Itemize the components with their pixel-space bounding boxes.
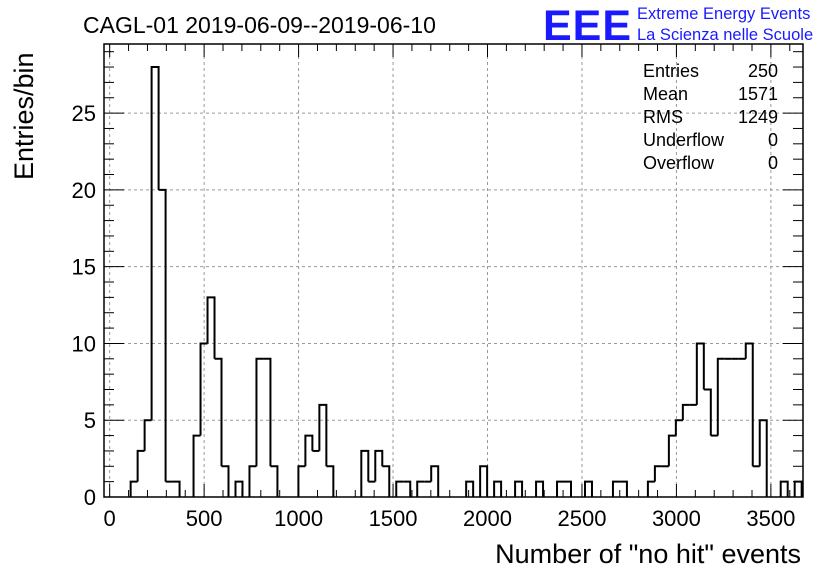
- histogram-bin: [255, 357, 264, 467]
- y-tick-label: 20: [72, 178, 96, 203]
- x-tick-label: 500: [186, 506, 223, 531]
- histogram-bin: [465, 480, 475, 497]
- chart-title: CAGL-01 2019-06-09--2019-06-10: [83, 12, 436, 38]
- histogram-bin: [744, 342, 754, 467]
- plot-frame: [103, 43, 804, 498]
- histogram-bin: [479, 465, 489, 497]
- histogram-bin: [514, 480, 524, 497]
- stats-label: Overflow: [643, 153, 715, 173]
- histogram-bin: [674, 419, 683, 436]
- histogram-bin: [779, 480, 789, 497]
- stats-label: RMS: [643, 107, 683, 127]
- histogram-bin: [199, 342, 208, 436]
- x-tick-label: 1000: [274, 506, 323, 531]
- stats-label: Underflow: [643, 130, 725, 150]
- histogram-bin: [270, 465, 279, 497]
- histogram-bin: [297, 465, 306, 497]
- histogram-bin: [206, 296, 216, 359]
- histogram-bin: [619, 480, 628, 497]
- y-tick-label: 15: [72, 255, 96, 280]
- histogram-bin: [318, 403, 328, 467]
- x-tick-label: 2000: [463, 506, 512, 531]
- stats-value: 0: [768, 153, 778, 173]
- histogram-bin: [150, 66, 160, 421]
- x-tick-label: 3500: [746, 506, 795, 531]
- histogram-bin: [583, 480, 593, 497]
- histogram-bin: [129, 480, 138, 497]
- logo-line-1: Extreme Energy Events: [637, 5, 810, 23]
- histogram-bin: [646, 480, 655, 497]
- stats-value: 1571: [738, 84, 778, 104]
- x-tick-label: 0: [104, 506, 116, 531]
- histogram-bin: [716, 357, 725, 436]
- histogram-bin: [416, 480, 425, 497]
- histogram-bin: [214, 357, 223, 467]
- y-tick-label: 10: [72, 331, 96, 356]
- y-tick-label: 0: [84, 485, 96, 510]
- stats-value: 0: [768, 130, 778, 150]
- histogram-bin: [653, 465, 662, 482]
- histogram-bin: [136, 449, 145, 482]
- x-tick-label: 1500: [369, 506, 418, 531]
- grid-layer: [104, 44, 803, 498]
- x-tick-label: 3000: [652, 506, 701, 531]
- y-axis-label: Entries/bin: [9, 52, 39, 180]
- histogram-bin: [703, 388, 712, 436]
- histogram-layer: [129, 66, 803, 497]
- histogram-bin: [158, 188, 167, 482]
- histogram-bin: [304, 434, 314, 467]
- histogram-bin: [374, 449, 384, 482]
- stats-value: 250: [748, 61, 778, 81]
- histogram-bin: [143, 419, 152, 451]
- stats-label: Entries: [643, 61, 699, 81]
- logo-line-2: La Scienza nelle Scuole: [637, 26, 813, 44]
- histogram-bin: [758, 419, 768, 497]
- histogram-bin: [360, 449, 370, 497]
- histogram-bin: [382, 465, 391, 497]
- y-tick-label: 5: [84, 408, 96, 433]
- logo-mark: EEE: [543, 2, 632, 50]
- histogram-bin: [403, 480, 412, 497]
- histogram-bin: [556, 480, 565, 497]
- tick-layer: [104, 44, 803, 498]
- histogram-bin: [248, 465, 257, 497]
- histogram-bin: [221, 465, 230, 497]
- histogram-bin: [535, 480, 545, 497]
- histogram-bin: [793, 480, 803, 497]
- histogram-bin: [493, 480, 503, 497]
- histogram-bin: [263, 357, 272, 467]
- y-tick-label: 25: [72, 101, 96, 126]
- histogram-bin: [395, 480, 404, 497]
- stats-box: Entries 250 Mean 1571 RMS 1249 Underflow 0 Overf…: [643, 61, 778, 173]
- histogram-bin: [430, 465, 440, 497]
- histogram-bin: [695, 342, 705, 405]
- histogram-bin: [234, 480, 244, 497]
- histogram-bin: [326, 465, 335, 497]
- histogram-bin: [172, 480, 181, 497]
- histogram-bin: [192, 434, 201, 497]
- histogram-bin: [611, 480, 620, 497]
- tick-label-layer: 0 500 1000 1500 2000 2500 3000 3500 0 5 10 15 20 25: [72, 101, 796, 531]
- stats-value: 1249: [738, 107, 778, 127]
- stats-label: Mean: [643, 84, 688, 104]
- histogram-bin: [681, 403, 690, 421]
- x-axis-label: Number of "no hit" events: [495, 539, 801, 569]
- x-tick-label: 2500: [557, 506, 606, 531]
- histogram-bin: [667, 434, 676, 467]
- histogram-bin: [564, 480, 573, 497]
- eee-logo: EEE Extreme Energy Events La Scienza nel…: [543, 2, 813, 50]
